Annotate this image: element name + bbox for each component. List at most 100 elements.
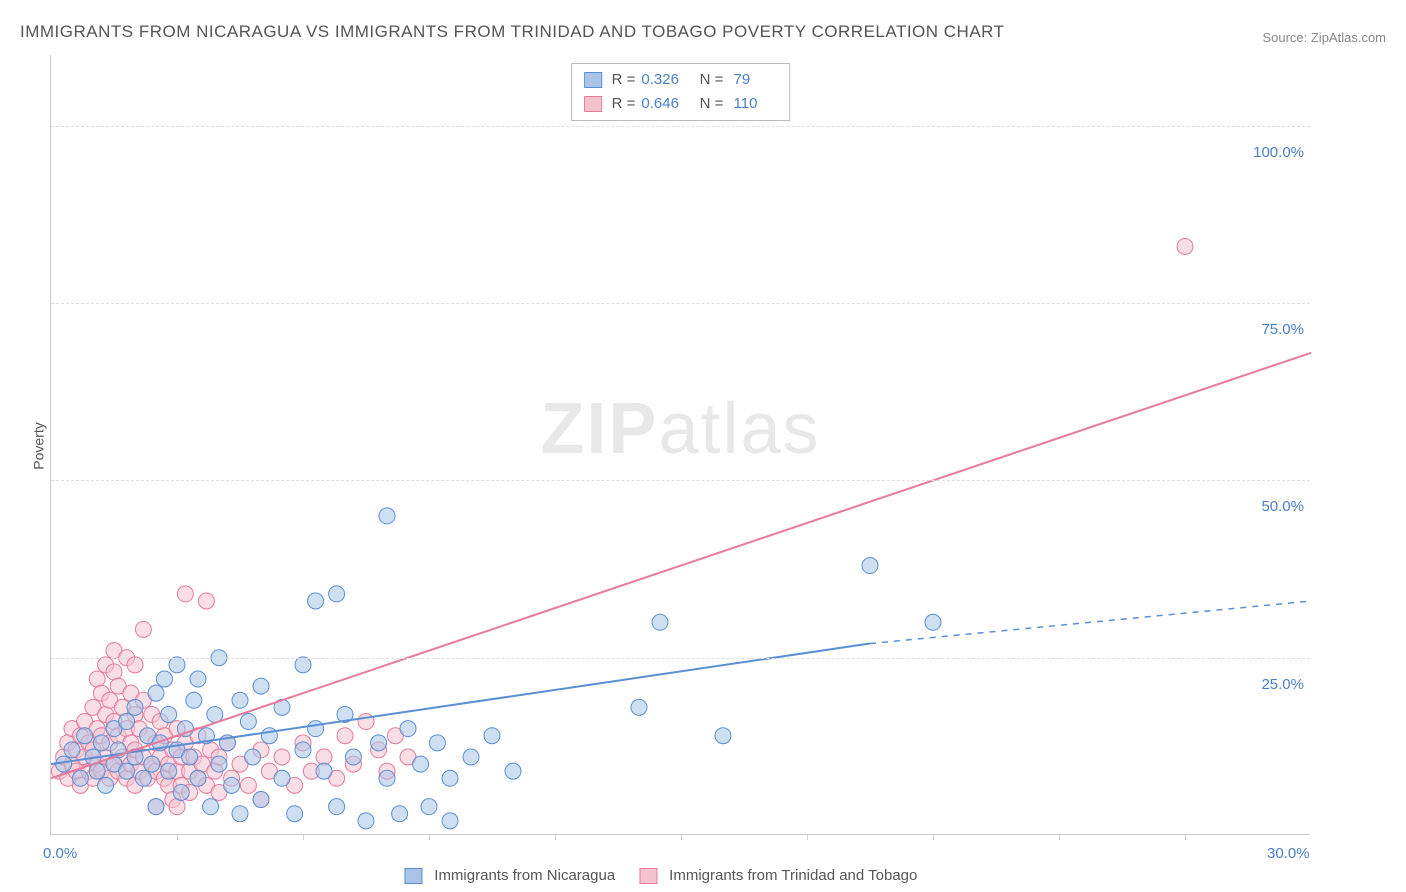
data-point-nicaragua — [232, 806, 248, 822]
data-point-nicaragua — [161, 763, 177, 779]
legend-label: Immigrants from Trinidad and Tobago — [669, 867, 917, 884]
gridline — [51, 126, 1310, 127]
data-point-nicaragua — [72, 770, 88, 786]
data-point-nicaragua — [148, 685, 164, 701]
data-point-nicaragua — [169, 657, 185, 673]
data-point-nicaragua — [240, 714, 256, 730]
data-point-nicaragua — [316, 763, 332, 779]
data-point-nicaragua — [715, 728, 731, 744]
data-point-nicaragua — [295, 742, 311, 758]
data-point-nicaragua — [173, 784, 189, 800]
stat-n-value: 110 — [729, 92, 777, 116]
data-point-nicaragua — [295, 657, 311, 673]
data-point-nicaragua — [274, 770, 290, 786]
y-tick-label: 100.0% — [1253, 144, 1304, 161]
data-point-nicaragua — [429, 735, 445, 751]
stats-legend-box: R =0.326 N = 79R =0.646 N = 110 — [571, 63, 791, 121]
x-tick-label: 0.0% — [43, 845, 77, 862]
data-point-nicaragua — [358, 813, 374, 829]
x-tick — [1059, 834, 1060, 840]
data-point-nicaragua — [144, 756, 160, 772]
data-point-nicaragua — [77, 728, 93, 744]
data-point-nicaragua — [345, 749, 361, 765]
chart-svg — [51, 55, 1310, 834]
data-point-nicaragua — [161, 706, 177, 722]
data-point-nicaragua — [190, 770, 206, 786]
data-point-trinidad — [127, 657, 143, 673]
x-tick — [303, 834, 304, 840]
data-point-nicaragua — [329, 586, 345, 602]
x-tick — [555, 834, 556, 840]
data-point-nicaragua — [484, 728, 500, 744]
data-point-trinidad — [106, 664, 122, 680]
x-tick — [807, 834, 808, 840]
y-axis-label: Poverty — [31, 422, 47, 469]
legend-item-nicaragua: Immigrants from Nicaragua — [404, 867, 615, 884]
regression-line-trinidad — [51, 353, 1311, 778]
data-point-nicaragua — [652, 614, 668, 630]
data-point-nicaragua — [379, 770, 395, 786]
data-point-nicaragua — [442, 770, 458, 786]
y-tick-label: 75.0% — [1261, 321, 1304, 338]
data-point-nicaragua — [925, 614, 941, 630]
data-point-nicaragua — [245, 749, 261, 765]
x-tick — [177, 834, 178, 840]
data-point-trinidad — [316, 749, 332, 765]
data-point-nicaragua — [232, 692, 248, 708]
data-point-nicaragua — [253, 792, 269, 808]
data-point-trinidad — [169, 799, 185, 815]
x-tick — [681, 834, 682, 840]
stat-r-label: R = — [612, 92, 636, 116]
legend-swatch-trinidad — [639, 868, 657, 884]
stat-n-label: N = — [695, 92, 723, 116]
data-point-nicaragua — [56, 756, 72, 772]
y-tick-label: 25.0% — [1261, 676, 1304, 693]
swatch-nicaragua — [584, 72, 602, 88]
data-point-nicaragua — [421, 799, 437, 815]
data-point-nicaragua — [127, 699, 143, 715]
data-point-nicaragua — [329, 799, 345, 815]
data-point-nicaragua — [400, 721, 416, 737]
data-point-trinidad — [274, 749, 290, 765]
data-point-nicaragua — [379, 508, 395, 524]
data-point-nicaragua — [64, 742, 80, 758]
stats-row-trinidad: R =0.646 N = 110 — [584, 92, 778, 116]
legend-label: Immigrants from Nicaragua — [434, 867, 615, 884]
data-point-nicaragua — [371, 735, 387, 751]
data-point-trinidad — [337, 728, 353, 744]
gridline — [51, 658, 1310, 659]
data-point-nicaragua — [413, 756, 429, 772]
swatch-trinidad — [584, 96, 602, 112]
data-point-nicaragua — [148, 799, 164, 815]
x-tick — [1185, 834, 1186, 840]
stat-n-label: N = — [695, 68, 723, 92]
data-point-nicaragua — [253, 678, 269, 694]
data-point-nicaragua — [190, 671, 206, 687]
data-point-nicaragua — [119, 714, 135, 730]
plot-area: ZIPatlas R =0.326 N = 79R =0.646 N = 110… — [50, 55, 1310, 835]
stat-r-value: 0.326 — [641, 68, 689, 92]
data-point-nicaragua — [203, 799, 219, 815]
data-point-nicaragua — [156, 671, 172, 687]
data-point-nicaragua — [224, 777, 240, 793]
legend-swatch-nicaragua — [404, 868, 422, 884]
data-point-nicaragua — [862, 558, 878, 574]
data-point-nicaragua — [287, 806, 303, 822]
data-point-nicaragua — [135, 770, 151, 786]
data-point-nicaragua — [631, 699, 647, 715]
y-tick-label: 50.0% — [1261, 498, 1304, 515]
data-point-nicaragua — [308, 721, 324, 737]
data-point-nicaragua — [442, 813, 458, 829]
data-point-trinidad — [198, 593, 214, 609]
stat-r-value: 0.646 — [641, 92, 689, 116]
legend-item-trinidad: Immigrants from Trinidad and Tobago — [639, 867, 917, 884]
x-tick — [933, 834, 934, 840]
data-point-nicaragua — [98, 777, 114, 793]
data-point-nicaragua — [463, 749, 479, 765]
stat-n-value: 79 — [729, 68, 777, 92]
source-attribution: Source: ZipAtlas.com — [1262, 30, 1386, 45]
data-point-trinidad — [177, 586, 193, 602]
data-point-nicaragua — [93, 735, 109, 751]
data-point-nicaragua — [211, 756, 227, 772]
data-point-nicaragua — [392, 806, 408, 822]
